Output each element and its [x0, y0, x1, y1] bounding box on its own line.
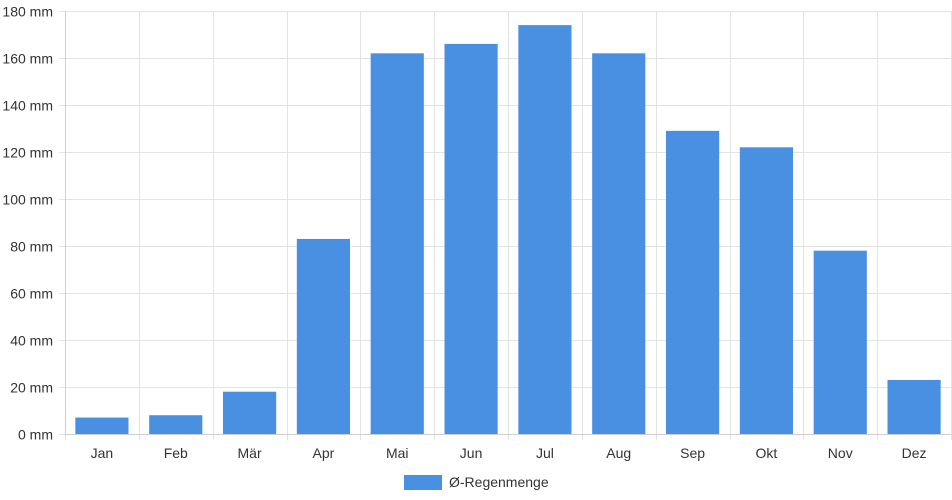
- bar-mai[interactable]: [370, 53, 424, 435]
- y-axis-ticks: 0 mm 20 mm 40 mm 60 mm 80 mm 100 mm 120 mm 140 …: [2, 4, 53, 443]
- legend-swatch: [404, 474, 442, 490]
- bar-nov[interactable]: [813, 250, 867, 434]
- bar-aug[interactable]: [592, 53, 646, 435]
- y-tick-label: 120 mm: [2, 145, 53, 161]
- bar-mär[interactable]: [223, 391, 277, 434]
- y-tick-label: 0 mm: [18, 427, 53, 443]
- bar-okt[interactable]: [739, 147, 793, 435]
- bars: [75, 25, 941, 435]
- bar-feb[interactable]: [149, 415, 203, 434]
- x-tick-label: Dez: [902, 445, 927, 461]
- y-tick-label: 100 mm: [2, 192, 53, 208]
- bar-apr[interactable]: [296, 238, 350, 434]
- y-tick-label: 180 mm: [2, 4, 53, 20]
- x-tick-label: Sep: [680, 445, 705, 461]
- x-tick-label: Nov: [828, 445, 853, 461]
- bar-sep[interactable]: [666, 130, 720, 434]
- y-tick-label: 140 mm: [2, 98, 53, 114]
- bar-jan[interactable]: [75, 417, 129, 434]
- bar-jun[interactable]: [444, 43, 498, 435]
- x-tick-label: Jul: [536, 445, 554, 461]
- x-tick-label: Jun: [460, 445, 483, 461]
- x-tick-label: Jan: [91, 445, 114, 461]
- x-tick-label: Feb: [164, 445, 188, 461]
- x-axis-ticks: Jan Feb Mär Apr Mai Jun Jul Aug Sep Okt Nov Dez: [91, 445, 927, 461]
- x-tick-label: Okt: [756, 445, 778, 461]
- x-tick-label: Mär: [238, 445, 262, 461]
- bar-jul[interactable]: [518, 25, 572, 434]
- y-tick-label: 20 mm: [10, 380, 53, 396]
- y-tick-label: 160 mm: [2, 51, 53, 67]
- x-tick-label: Mai: [386, 445, 409, 461]
- y-tick-label: 40 mm: [10, 333, 53, 349]
- axes: [65, 11, 951, 435]
- y-tick-label: 80 mm: [10, 239, 53, 255]
- y-tick-label: 60 mm: [10, 286, 53, 302]
- x-tick-label: Apr: [313, 445, 335, 461]
- bar-dez[interactable]: [887, 379, 941, 434]
- x-tick-label: Aug: [606, 445, 631, 461]
- legend[interactable]: Ø-Regenmenge: [404, 473, 549, 491]
- legend-label: Ø-Regenmenge: [449, 474, 549, 490]
